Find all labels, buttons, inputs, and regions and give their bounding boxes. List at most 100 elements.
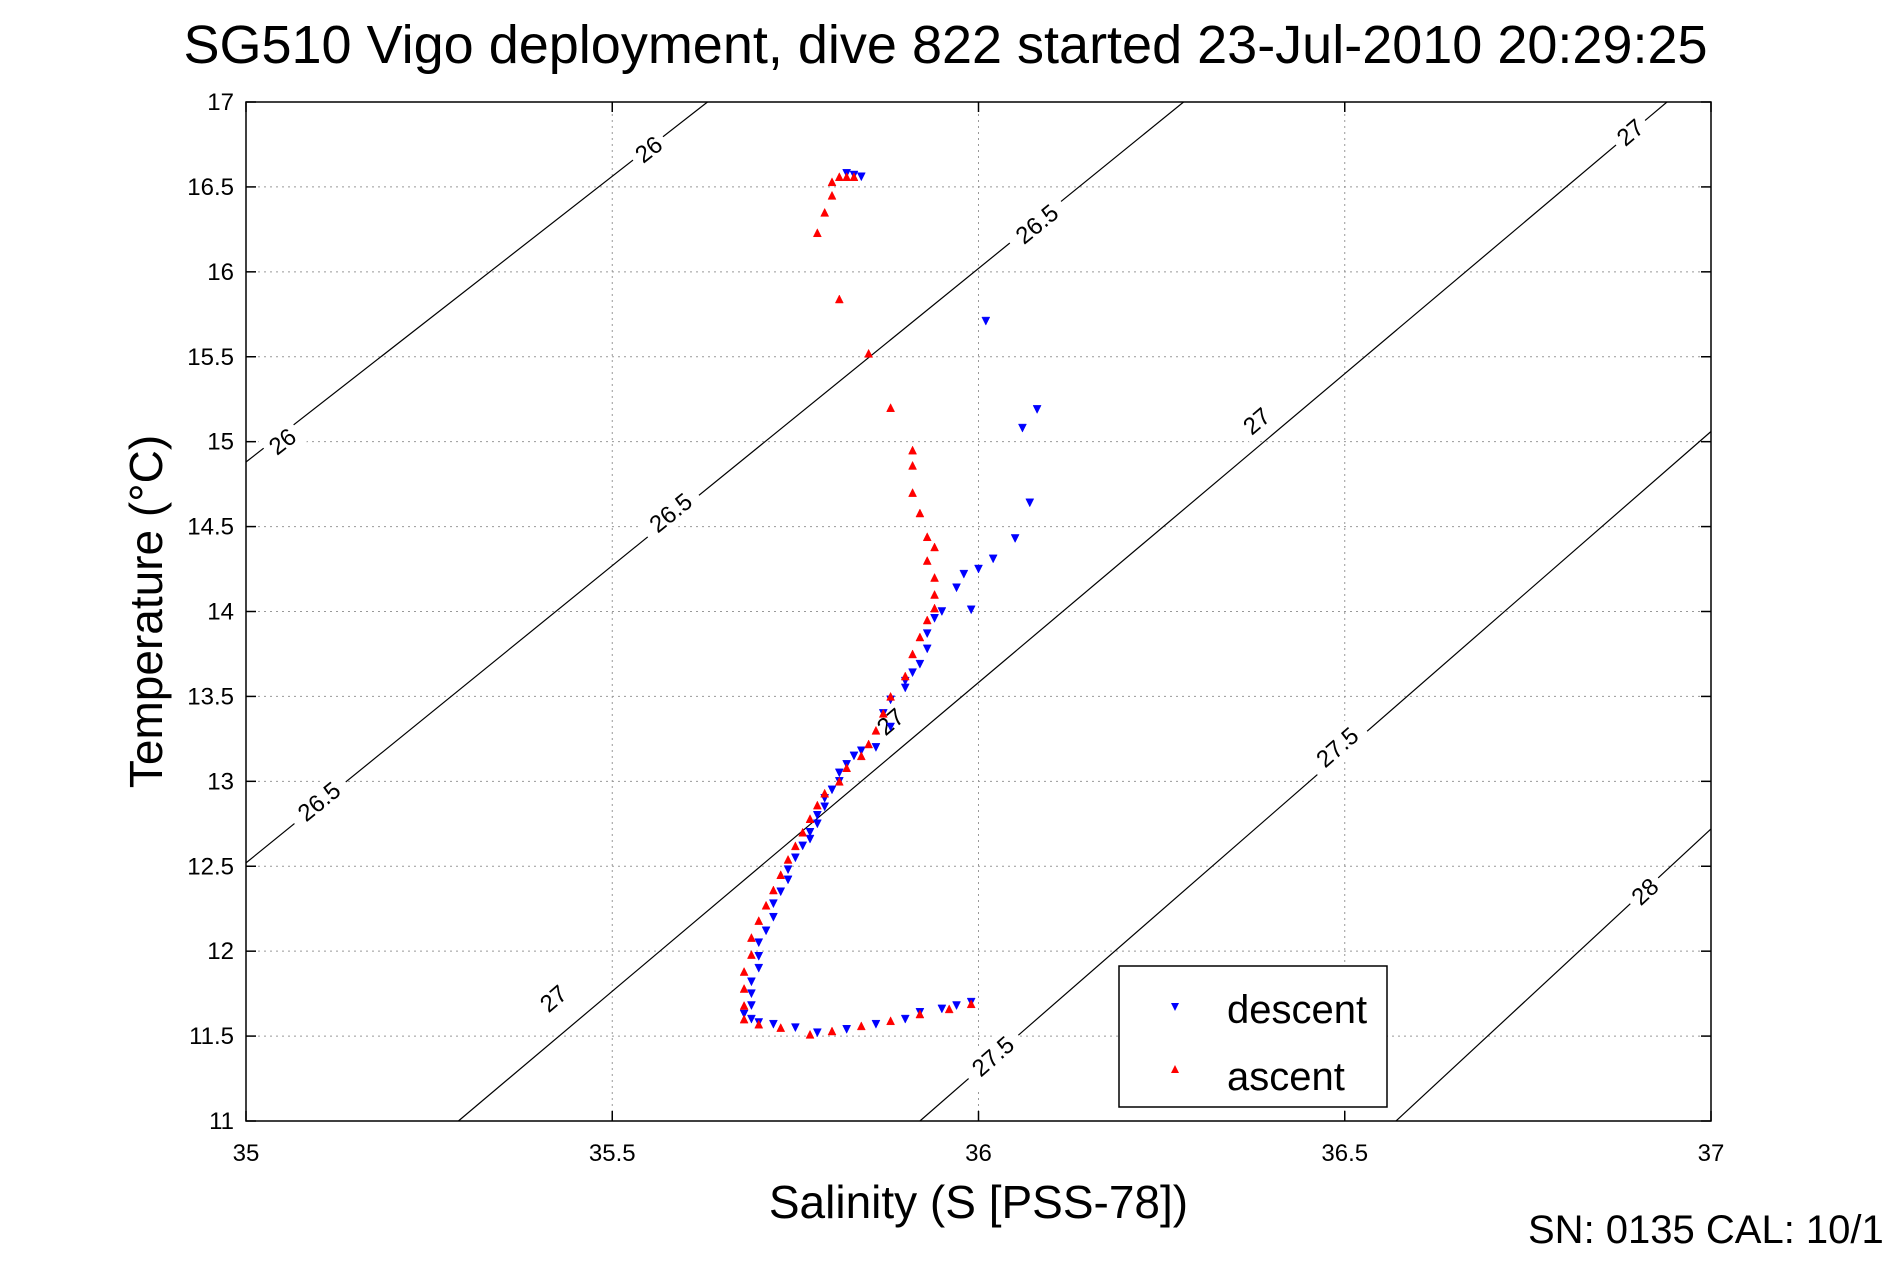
legend-marker-descent bbox=[1171, 1003, 1179, 1011]
y-tick-label: 12.5 bbox=[187, 853, 234, 880]
ascent-point bbox=[739, 966, 749, 976]
ascent-point bbox=[827, 190, 837, 200]
ascent-point bbox=[739, 1000, 749, 1010]
descent-point bbox=[812, 811, 822, 820]
contour-label-bg bbox=[1620, 867, 1670, 916]
ascent-point bbox=[739, 983, 749, 993]
descent-point bbox=[856, 172, 866, 182]
ascent-point bbox=[812, 800, 822, 810]
ascent-point bbox=[834, 172, 844, 181]
ascent-point bbox=[886, 403, 896, 412]
x-tick-label: 35 bbox=[233, 1140, 260, 1167]
ascent-point bbox=[739, 1014, 749, 1024]
ascent-point bbox=[864, 348, 874, 358]
contour-label-bg bbox=[1302, 714, 1373, 781]
contour-label-bg bbox=[1606, 108, 1655, 157]
descent-point bbox=[812, 819, 822, 829]
grid-lines bbox=[245, 101, 1712, 1122]
ascent-point bbox=[922, 615, 932, 625]
ascent-point bbox=[820, 207, 830, 217]
descent-point bbox=[915, 659, 925, 669]
descent-point bbox=[739, 1009, 749, 1019]
ascent-point bbox=[827, 177, 837, 187]
descent-point bbox=[790, 1023, 800, 1033]
ascent-point bbox=[922, 532, 932, 542]
contour-line-27 bbox=[458, 101, 1668, 1122]
ascent-point bbox=[849, 172, 859, 181]
descent-point bbox=[974, 564, 983, 574]
ascent-point bbox=[922, 555, 932, 565]
ascent-point bbox=[798, 827, 808, 837]
ascent-point bbox=[776, 1023, 786, 1032]
descent-point bbox=[754, 963, 764, 973]
ascent-point bbox=[747, 933, 756, 942]
ascent-point bbox=[812, 228, 822, 238]
descent-point bbox=[754, 952, 764, 961]
y-tick-label: 17 bbox=[207, 89, 234, 116]
y-tick-label: 11.5 bbox=[189, 1023, 234, 1050]
descent-point bbox=[871, 743, 881, 752]
contour-label-bg bbox=[1232, 397, 1282, 445]
descent-point bbox=[922, 644, 932, 654]
descent-point bbox=[747, 1014, 756, 1024]
descent-point bbox=[768, 1019, 778, 1029]
x-tick-label: 37 bbox=[1698, 1140, 1725, 1167]
ascent-point bbox=[842, 172, 852, 181]
ascent-point bbox=[747, 950, 756, 959]
x-axis-label: Salinity (S [PSS-78]) bbox=[769, 1176, 1188, 1228]
y-tick-label: 13.5 bbox=[187, 683, 234, 710]
ascent-point bbox=[754, 1019, 764, 1029]
descent-point bbox=[747, 1001, 756, 1011]
descent-point bbox=[783, 875, 793, 885]
contour-line-27.5 bbox=[919, 431, 1712, 1122]
ascent-point bbox=[930, 589, 939, 599]
ascent-point bbox=[790, 841, 800, 851]
descent-point bbox=[1010, 534, 1020, 544]
y-tick-label: 14.5 bbox=[187, 514, 234, 541]
descent-point bbox=[754, 938, 764, 948]
y-tick-label: 14 bbox=[207, 599, 234, 626]
contour-line-26 bbox=[245, 101, 708, 463]
ascent-point bbox=[768, 885, 778, 895]
ascent-point bbox=[944, 1004, 954, 1014]
descent-point bbox=[952, 1001, 961, 1011]
descent-point bbox=[812, 1028, 822, 1038]
descent-point bbox=[1025, 498, 1035, 508]
y-tick-label: 12 bbox=[207, 938, 234, 965]
ascent-point bbox=[930, 572, 939, 582]
descent-point bbox=[761, 926, 771, 936]
descent-point bbox=[922, 629, 932, 639]
ascent-point bbox=[915, 1009, 925, 1019]
ascent-point bbox=[820, 788, 830, 798]
descent-point bbox=[747, 977, 756, 987]
ascent-point bbox=[754, 916, 764, 925]
legend-box bbox=[1118, 965, 1388, 1108]
contour-label-bg bbox=[258, 418, 307, 466]
ascent-point bbox=[908, 649, 917, 659]
ascent-point bbox=[761, 900, 771, 910]
descent-point bbox=[747, 989, 756, 999]
legend-label-ascent: ascent bbox=[1227, 1055, 1345, 1099]
ascent-point bbox=[908, 445, 917, 455]
descent-point bbox=[842, 1025, 852, 1034]
ascent-point bbox=[886, 1016, 896, 1026]
ascent-point bbox=[834, 776, 844, 786]
descent-point bbox=[768, 899, 778, 909]
descent-point bbox=[908, 668, 917, 678]
descent-point bbox=[871, 1019, 881, 1029]
ascent-point bbox=[966, 999, 976, 1009]
descent-point bbox=[820, 802, 830, 812]
descent-point bbox=[834, 768, 844, 778]
legend-marker-ascent bbox=[1171, 1065, 1179, 1073]
y-tick-label: 16 bbox=[207, 259, 234, 286]
descent-point bbox=[768, 912, 778, 922]
y-tick-label: 15.5 bbox=[187, 344, 234, 371]
ascent-point bbox=[776, 870, 786, 879]
axis-ticks: 35 35.5 36 36.5 37 11 11.5 12 12.5 13 13.5 14 14.5 15… bbox=[187, 89, 1724, 1167]
data-points bbox=[739, 169, 1042, 1039]
descent-point bbox=[776, 887, 786, 897]
descent-point bbox=[790, 853, 800, 863]
descent-point bbox=[900, 1014, 910, 1024]
